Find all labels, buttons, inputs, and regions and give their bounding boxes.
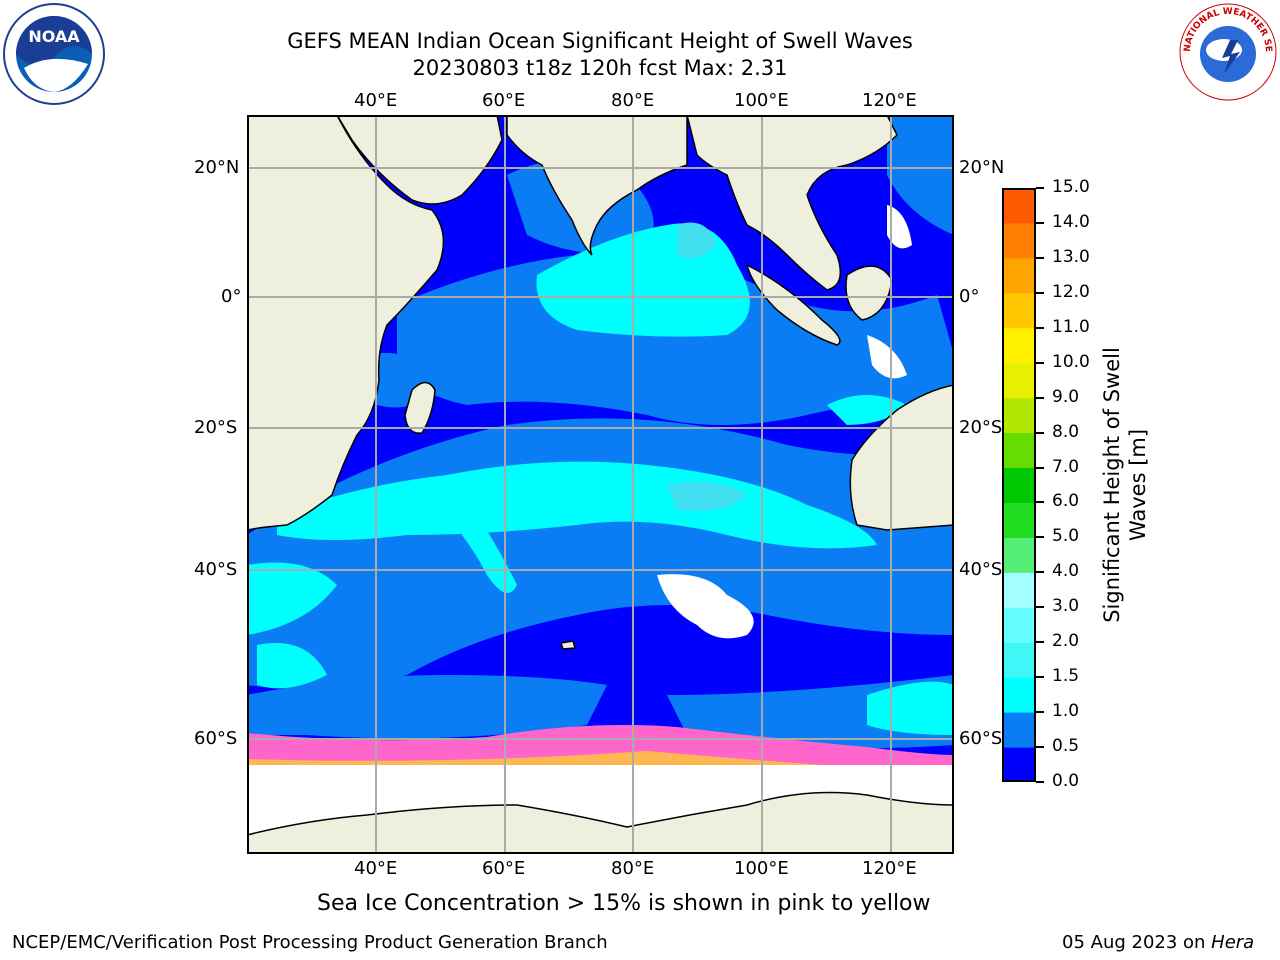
colorbar-tick-mark (1036, 606, 1044, 609)
lat-tick-left-20n: 20°N (194, 157, 240, 178)
colorbar-segment (1002, 467, 1036, 503)
colorbar-segment (1002, 537, 1036, 573)
colorbar-segment (1002, 572, 1036, 608)
land-sumatra (745, 263, 841, 346)
title-line2: 20230803 t18z 120h fcst Max: 2.31 (412, 56, 788, 80)
swell-zone-pale (667, 222, 747, 511)
colorbar-tick-label: 13.0 (1052, 246, 1090, 267)
lat-tick-left-60s: 60°S (194, 728, 238, 749)
colorbar-tick-label: 0.5 (1052, 736, 1080, 757)
lat-tick-right-20s: 20°S (959, 417, 1003, 438)
nws-logo: NATIONAL WEATHER SERVICE (1178, 2, 1277, 101)
colorbar-segment (1002, 432, 1036, 469)
colorbar-tick-mark (1036, 501, 1044, 504)
colorbar-tick-label: 14.0 (1052, 211, 1090, 232)
colorbar-tick-label: 2.0 (1052, 631, 1080, 652)
colorbar-tick-label: 11.0 (1052, 316, 1090, 337)
swell-map (247, 115, 954, 854)
lat-tick-right-40s: 40°S (959, 559, 1003, 580)
colorbar-tick-mark (1036, 256, 1044, 259)
lat-tick-left-20s: 20°S (194, 417, 238, 438)
lon-tick-bottom-40e: 40°E (354, 858, 398, 879)
colorbar-segment (1002, 677, 1036, 713)
lon-tick-bottom-120e: 120°E (862, 858, 917, 879)
colorbar-label-line1: Significant Height of Swell (1100, 347, 1124, 623)
colorbar-tick-mark (1036, 326, 1044, 329)
colorbar-segment (1002, 257, 1036, 294)
lon-tick-bottom-100e: 100°E (734, 858, 789, 879)
colorbar-tick-mark (1036, 676, 1044, 679)
colorbar-tick-mark (1036, 746, 1044, 749)
colorbar-tick-label: 1.5 (1052, 666, 1080, 687)
colorbar-label-line2: Waves [m] (1126, 428, 1150, 542)
colorbar-tick-mark (1036, 781, 1044, 783)
colorbar-tick-label: 8.0 (1052, 421, 1080, 442)
graticule (247, 115, 954, 854)
footer-date: 05 Aug 2023 on Hera (1062, 932, 1254, 953)
colorbar-tick-label: 1.0 (1052, 701, 1080, 722)
colorbar-segment (1002, 712, 1036, 748)
land-kerguelen (560, 640, 576, 650)
colorbar-tick-label: 7.0 (1052, 456, 1080, 477)
noaa-logo-text: NOAA (28, 27, 80, 46)
noaa-logo: NOAA (3, 3, 105, 105)
lon-tick-top-40e: 40°E (354, 90, 398, 111)
colorbar-tick-label: 10.0 (1052, 351, 1090, 372)
lon-tick-top-100e: 100°E (734, 90, 789, 111)
colorbar-tick-mark (1036, 711, 1044, 714)
lat-tick-right-60s: 60°S (959, 728, 1003, 749)
colorbar-segment (1002, 747, 1036, 782)
footer-date-text: 05 Aug 2023 on (1062, 932, 1212, 953)
land-arabia (336, 115, 503, 205)
lat-tick-left-0: 0° (221, 286, 242, 307)
colorbar-segment (1002, 397, 1036, 434)
colorbar-segment (1002, 292, 1036, 329)
land-india (506, 115, 688, 256)
colorbar-tick-label: 9.0 (1052, 386, 1080, 407)
colorbar-tick-mark (1036, 536, 1044, 539)
colorbar-tick-mark (1036, 431, 1044, 434)
land-australia (849, 384, 954, 531)
lon-tick-top-120e: 120°E (862, 90, 917, 111)
lon-tick-bottom-80e: 80°E (611, 858, 655, 879)
land-se-asia (686, 115, 898, 291)
lat-tick-right-20n: 20°N (959, 157, 1005, 178)
colorbar-segment (1002, 222, 1036, 259)
colorbar-tick-mark (1036, 641, 1044, 644)
colorbar-tick-mark (1036, 291, 1044, 294)
lon-tick-top-60e: 60°E (482, 90, 526, 111)
sea-ice-note: Sea Ice Concentration > 15% is shown in … (317, 891, 931, 916)
colorbar-tick-mark (1036, 466, 1044, 469)
colorbar-tick-mark (1036, 187, 1044, 189)
land-africa (247, 115, 445, 531)
colorbar-tick-mark (1036, 221, 1044, 224)
lat-tick-left-40s: 40°S (194, 559, 238, 580)
colorbar-segment (1002, 642, 1036, 678)
lon-tick-top-80e: 80°E (611, 90, 655, 111)
colorbar-segment (1002, 362, 1036, 399)
footer-host: Hera (1211, 932, 1255, 953)
colorbar-tick-label: 3.0 (1052, 596, 1080, 617)
lat-tick-right-0: 0° (959, 286, 980, 307)
colorbar-tick-label: 0.0 (1052, 771, 1080, 791)
colorbar-tick-label: 4.0 (1052, 561, 1080, 582)
colorbar-tick-mark (1036, 571, 1044, 574)
colorbar-tick-label: 12.0 (1052, 281, 1090, 302)
colorbar-tick-label: 15.0 (1052, 177, 1090, 197)
colorbar-segment (1002, 607, 1036, 643)
unresolved-area (657, 205, 912, 639)
land-borneo (845, 265, 893, 321)
colorbar (1002, 188, 1036, 782)
title-line1: GEFS MEAN Indian Ocean Significant Heigh… (287, 29, 913, 53)
colorbar-segment (1002, 188, 1036, 224)
land-antarctica (247, 791, 954, 854)
colorbar-tick-label: 5.0 (1052, 526, 1080, 547)
colorbar-tick-mark (1036, 396, 1044, 399)
colorbar-tick-label: 6.0 (1052, 491, 1080, 512)
colorbar-tick-mark (1036, 361, 1044, 364)
colorbar-segment (1002, 502, 1036, 538)
lon-tick-bottom-60e: 60°E (482, 858, 526, 879)
footer-org: NCEP/EMC/Verification Post Processing Pr… (12, 932, 608, 953)
colorbar-segment (1002, 327, 1036, 364)
